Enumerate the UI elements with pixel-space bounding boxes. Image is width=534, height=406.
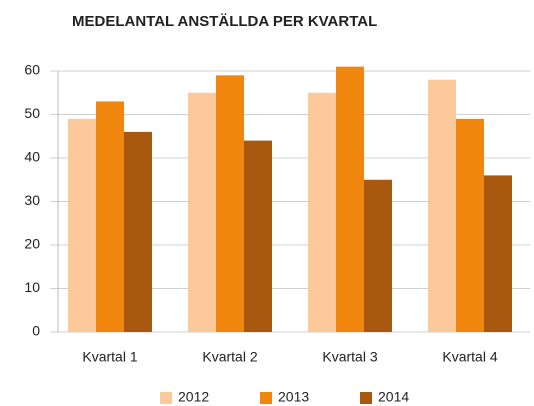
y-tick-label: 20: [24, 236, 40, 252]
y-tick-label: 30: [24, 192, 40, 208]
legend-swatch: [360, 392, 372, 404]
bar: [308, 92, 336, 332]
y-tick-label: 60: [24, 62, 40, 78]
x-tick-label: Kvartal 3: [322, 349, 377, 365]
legend-swatch: [260, 392, 272, 404]
legend-label: 2012: [178, 389, 209, 405]
x-tick-label: Kvartal 1: [82, 349, 137, 365]
chart-title: MEDELANTAL ANSTÄLLDA PER KVARTAL: [72, 13, 377, 30]
bar: [96, 101, 124, 332]
bar: [336, 66, 364, 333]
bar: [216, 75, 244, 332]
x-tick-label: Kvartal 2: [202, 349, 257, 365]
legend-swatch: [160, 392, 172, 404]
y-tick-label: 0: [32, 323, 40, 339]
legend-label: 2014: [378, 389, 409, 405]
bar: [188, 92, 216, 332]
y-tick-label: 50: [24, 105, 40, 121]
x-tick-label: Kvartal 4: [442, 349, 497, 365]
bar: [364, 179, 392, 332]
y-tick-label: 40: [24, 149, 40, 165]
bar: [124, 131, 152, 332]
bar: [68, 118, 96, 332]
bar: [428, 79, 456, 332]
bar: [244, 140, 272, 332]
bar: [484, 175, 512, 332]
legend-label: 2013: [278, 389, 309, 405]
y-tick-label: 10: [24, 279, 40, 295]
bar: [456, 118, 484, 332]
